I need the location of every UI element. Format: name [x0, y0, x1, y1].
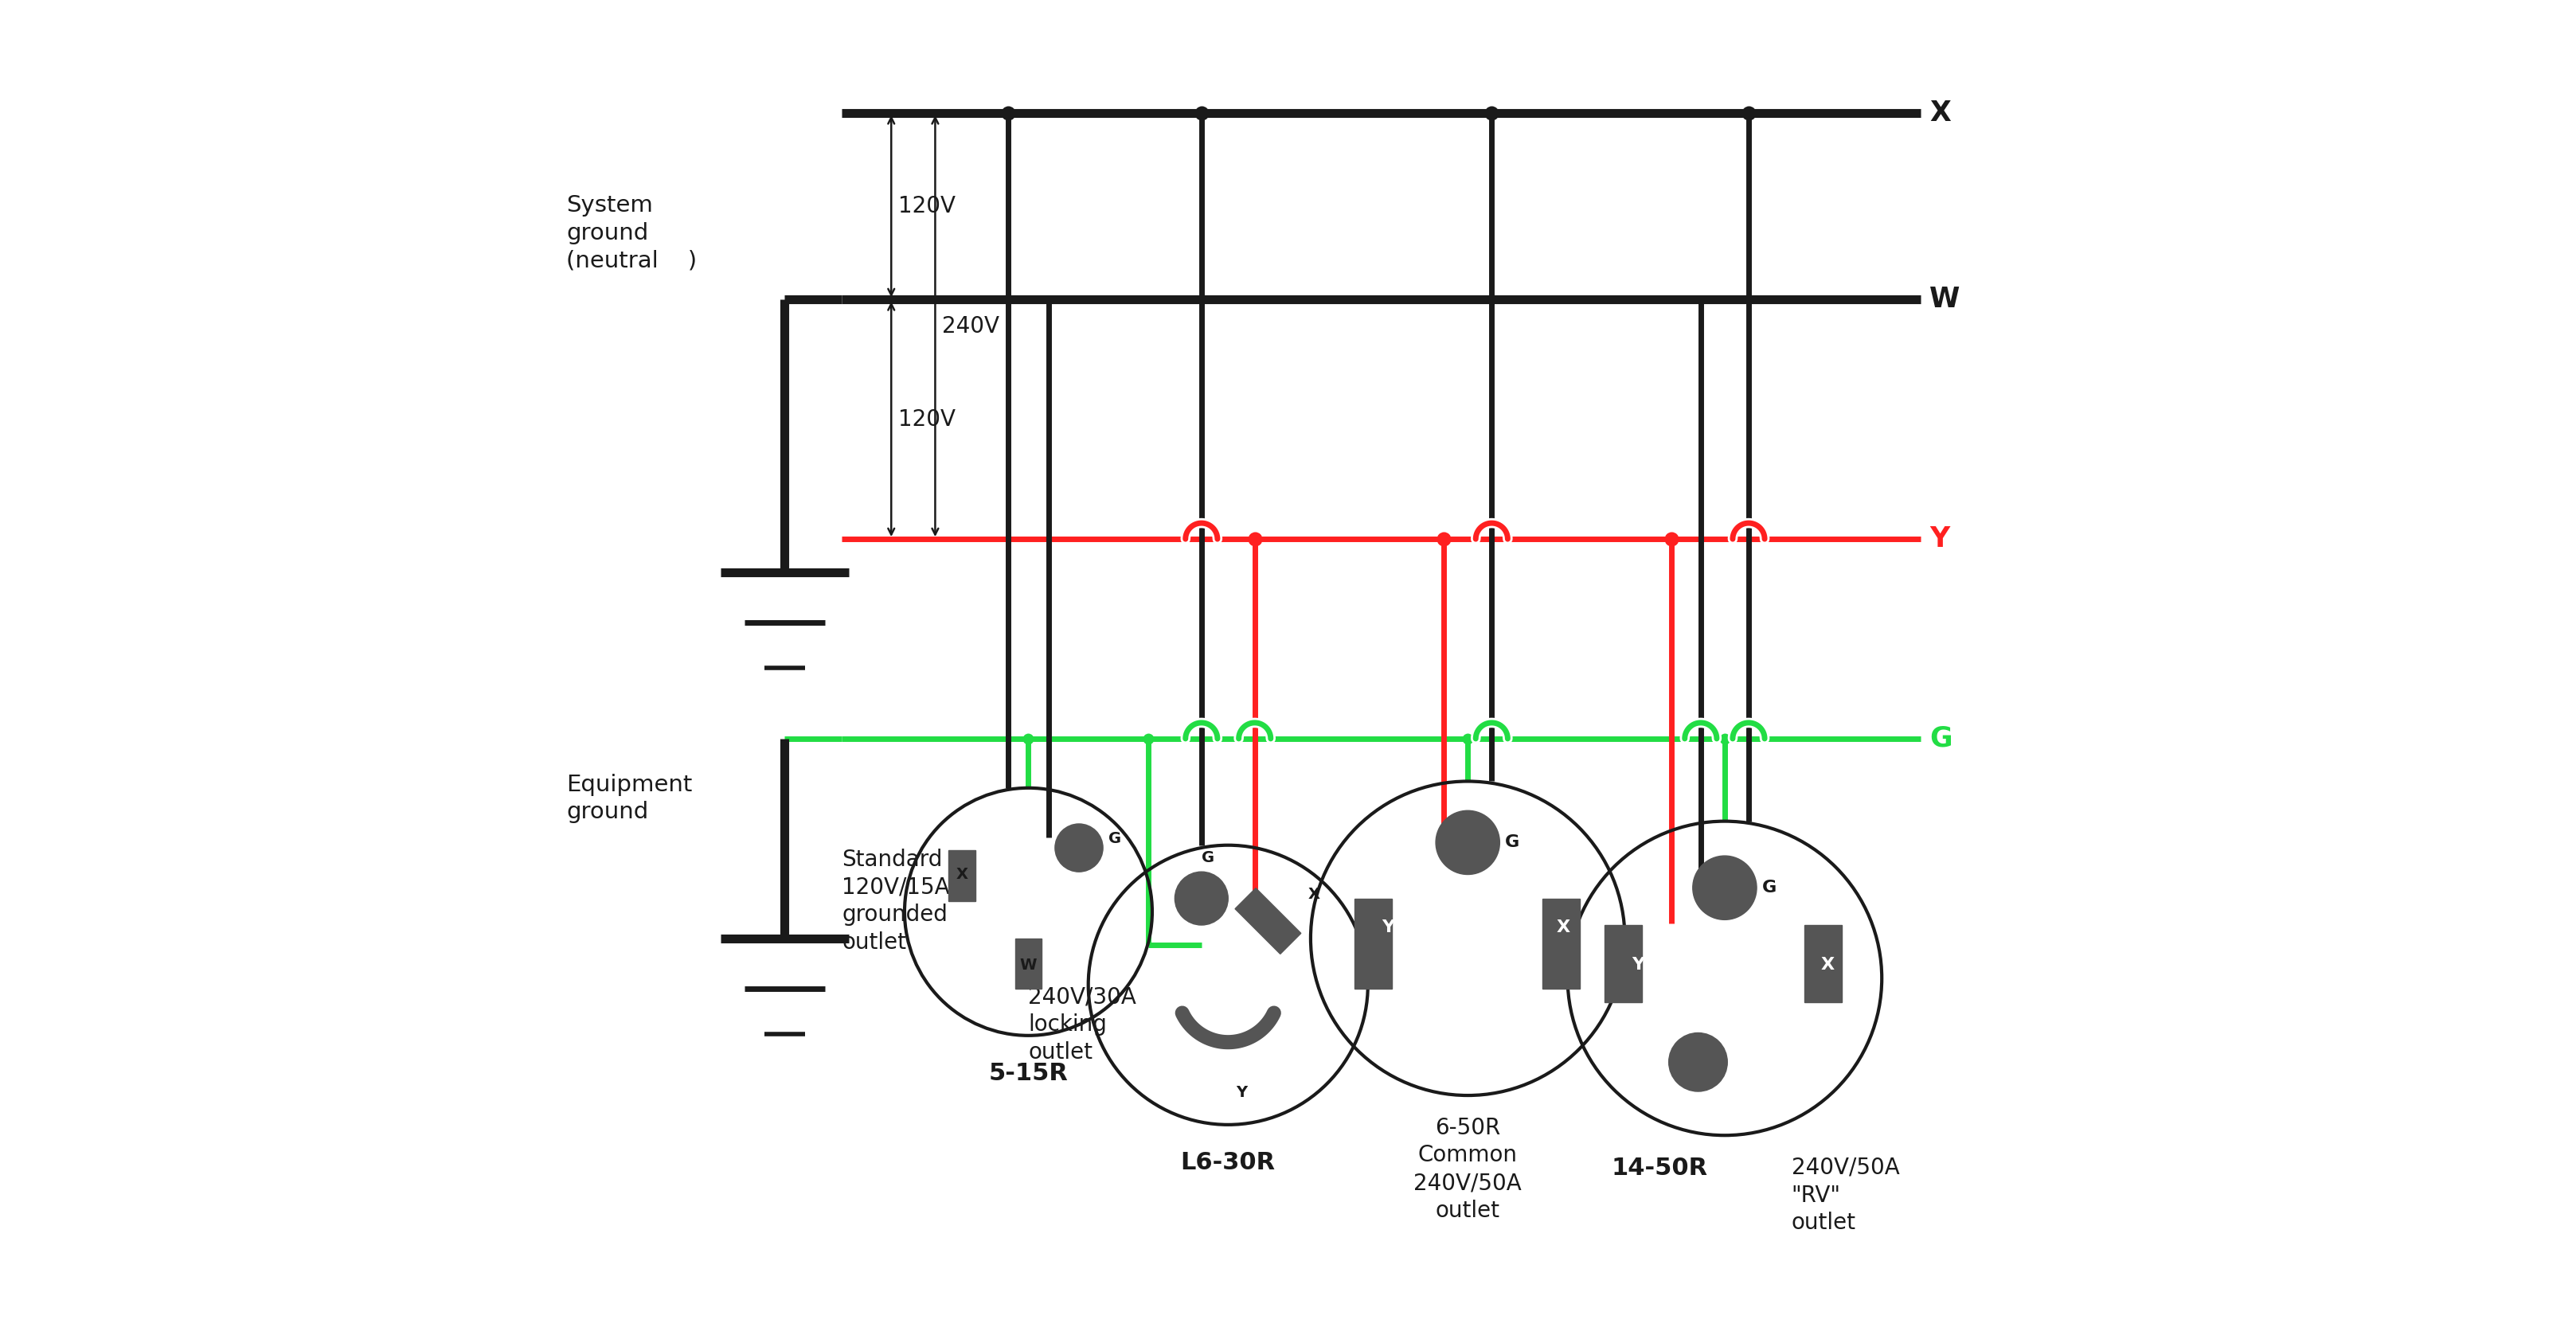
Text: 6-50R
Common
240V/50A
outlet: 6-50R Common 240V/50A outlet [1414, 1117, 1522, 1222]
Text: W: W [1929, 286, 1960, 313]
Text: Y: Y [1929, 526, 1950, 552]
FancyBboxPatch shape [1015, 938, 1041, 989]
Text: G: G [1200, 851, 1213, 865]
Text: W: W [1020, 957, 1038, 973]
Circle shape [1435, 811, 1499, 874]
Circle shape [1692, 856, 1757, 920]
Text: Y: Y [1381, 920, 1394, 936]
Circle shape [1175, 872, 1229, 925]
FancyBboxPatch shape [1543, 898, 1579, 989]
Text: 5-15R: 5-15R [989, 1062, 1069, 1085]
Text: 240V: 240V [943, 315, 999, 337]
Text: 120V: 120V [899, 196, 956, 217]
Text: 14-50R: 14-50R [1613, 1157, 1708, 1179]
Text: System
ground
(neutral    ): System ground (neutral ) [567, 194, 698, 272]
Text: X: X [1929, 100, 1950, 126]
Text: W: W [1646, 1054, 1667, 1070]
Text: 240V/30A
locking
outlet: 240V/30A locking outlet [1028, 986, 1136, 1063]
Text: Standard
120V/15A
grounded
outlet: Standard 120V/15A grounded outlet [842, 849, 951, 953]
FancyBboxPatch shape [1605, 925, 1641, 1002]
FancyBboxPatch shape [1355, 898, 1391, 989]
Polygon shape [1234, 888, 1301, 954]
Text: Y: Y [1236, 1085, 1247, 1099]
Text: 240V/50A
"RV"
outlet: 240V/50A "RV" outlet [1790, 1157, 1899, 1234]
Circle shape [1669, 1033, 1728, 1091]
Text: X: X [956, 866, 969, 882]
Text: L6-30R: L6-30R [1180, 1151, 1275, 1174]
Text: G: G [1762, 880, 1777, 896]
FancyBboxPatch shape [1806, 925, 1842, 1002]
Circle shape [1056, 824, 1103, 872]
Text: G: G [1929, 725, 1953, 752]
FancyBboxPatch shape [948, 851, 976, 901]
Text: Equipment
ground: Equipment ground [567, 773, 693, 824]
Text: G: G [1108, 831, 1121, 847]
Text: 120V: 120V [899, 409, 956, 430]
Text: X: X [1821, 957, 1834, 973]
Text: X: X [1556, 920, 1571, 936]
Text: Y: Y [1631, 957, 1643, 973]
Text: G: G [1504, 835, 1520, 851]
Text: X: X [1309, 886, 1319, 902]
